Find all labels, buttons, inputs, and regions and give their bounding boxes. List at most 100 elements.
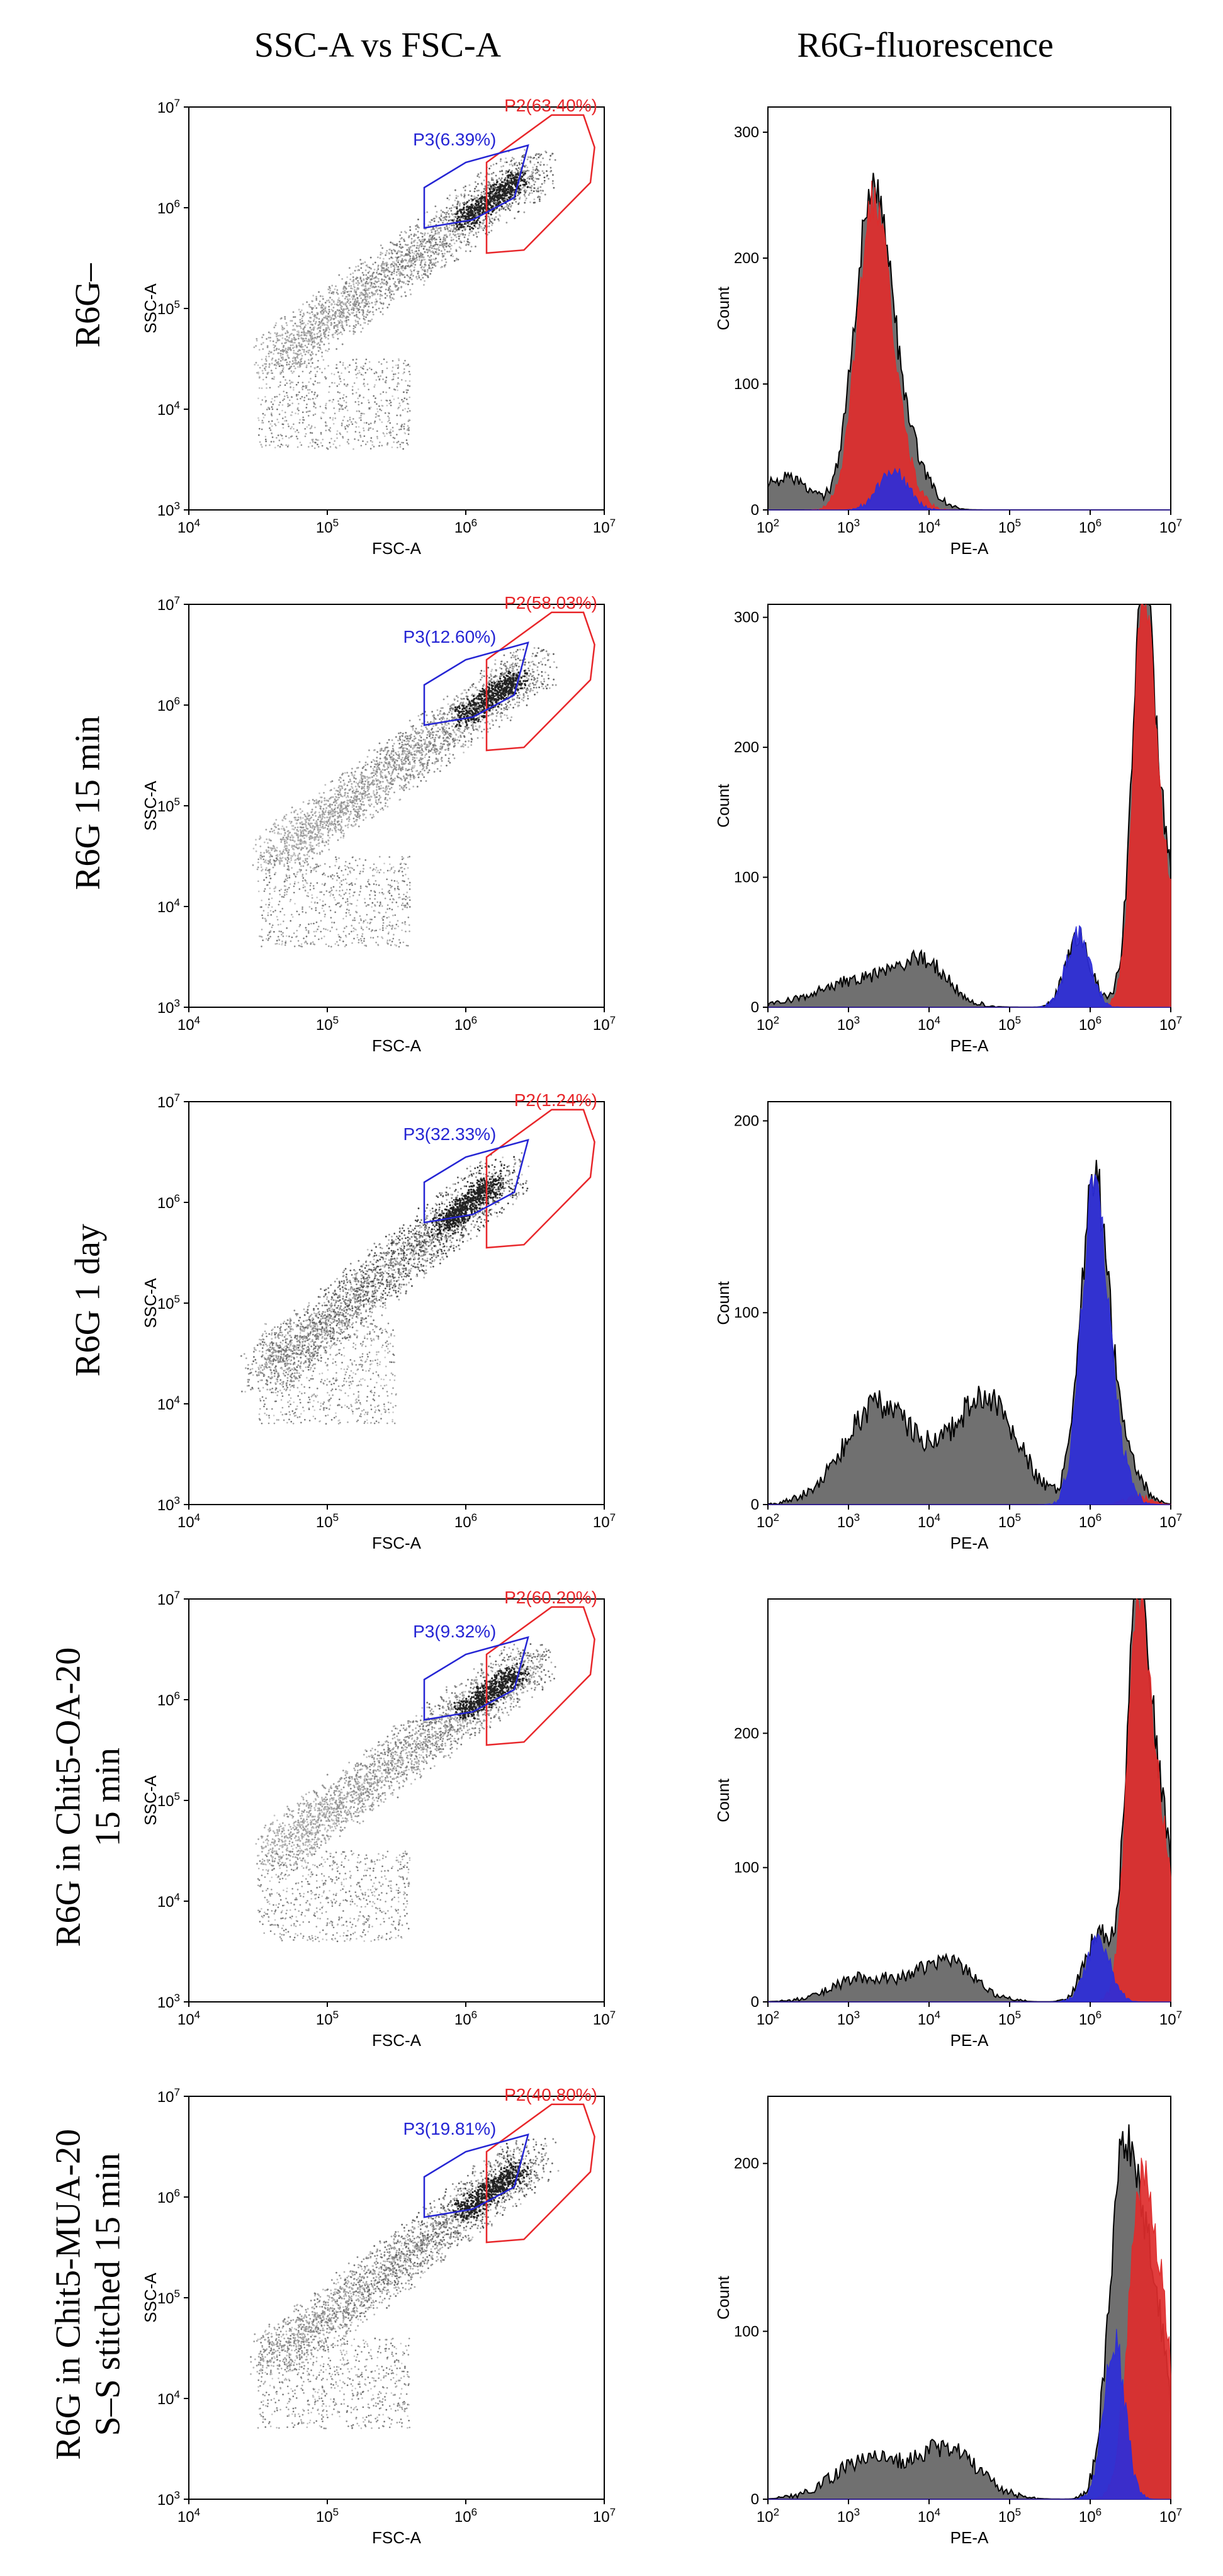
x-axis-label: FSC-A — [372, 1534, 422, 1552]
plot-frame — [767, 604, 1171, 1008]
histogram-series-p3 — [768, 1933, 1171, 2003]
x-tick-label: 105 — [316, 2506, 339, 2526]
scatter-panel: P2(60.20%)P3(9.32%)104 105 106 107103104105… — [141, 1588, 616, 2050]
y-tick-label: 103 — [157, 1494, 180, 1514]
x-tick-label: 106 — [1079, 517, 1102, 536]
x-tick-label: 106 — [1079, 2506, 1102, 2526]
row-label: R6G in Chit5-OA-20 15 min — [48, 1545, 127, 2049]
x-tick-label: 104 — [918, 2009, 940, 2028]
plot-frame — [188, 604, 605, 1008]
x-tick-label: 105 — [998, 517, 1021, 536]
x-tick-label: 103 — [837, 517, 860, 536]
histogram-panel: 102 103 104 105 106 107 0 100 200 PE-A Count — [714, 1598, 1182, 2050]
histogram-series-p3 — [768, 925, 1171, 1008]
plot-frame — [767, 106, 1171, 511]
y-tick-label: 104 — [157, 1394, 180, 1413]
x-tick-label: 104 — [178, 517, 200, 536]
histogram-series-p3 — [768, 468, 1171, 511]
x-tick-label: 105 — [998, 2009, 1021, 2028]
x-tick-label: 106 — [454, 517, 477, 536]
histogram-series-p3 — [768, 1173, 1171, 1505]
plot-frame — [188, 1101, 605, 1505]
x-tick-label: 104 — [178, 1511, 200, 1531]
y-axis-label: Count — [714, 2276, 733, 2320]
row-label-line: R6G 1 day — [68, 1223, 108, 1377]
column-title-scatter: SSC-A vs FSC-A — [254, 26, 502, 65]
x-axis-label: PE-A — [950, 2031, 989, 2050]
event-density — [240, 1152, 530, 1425]
x-tick-label: 106 — [454, 2506, 477, 2526]
x-tick-label: 103 — [837, 2506, 860, 2526]
y-tick-label: 0 — [751, 999, 759, 1016]
x-tick-label: 104 — [918, 2506, 940, 2526]
event-density — [250, 2137, 560, 2429]
x-tick-label: 107 — [1159, 2506, 1182, 2526]
y-tick-label: 105 — [157, 1790, 180, 1810]
x-axis-label: PE-A — [950, 1534, 989, 1552]
row-label-line: S–S stitched 15 min — [88, 2152, 127, 2436]
y-tick-label: 100 — [734, 1304, 759, 1321]
x-tick-label: 105 — [998, 1511, 1021, 1531]
gate-label-p3: P3(6.39%) — [413, 130, 496, 149]
y-tick-label: 105 — [157, 2288, 180, 2307]
row-label: R6G 15 min — [69, 551, 108, 1054]
x-tick-label: 106 — [1079, 1014, 1102, 1034]
x-tick-label: 103 — [837, 2009, 860, 2028]
gate-p2 — [485, 114, 595, 254]
gate-p3 — [423, 144, 529, 229]
y-axis-label: Count — [714, 1281, 733, 1325]
gate-p3 — [423, 2133, 529, 2218]
y-tick-label: 0 — [751, 1496, 759, 1513]
y-axis-label: SSC-A — [141, 283, 160, 334]
y-axis-label: Count — [714, 286, 733, 330]
y-tick-label: 104 — [157, 896, 180, 916]
gate-label-p3: P3(19.81%) — [403, 2119, 497, 2138]
y-tick-label: 107 — [157, 1589, 180, 1608]
y-tick-label: 107 — [157, 1092, 180, 1111]
x-tick-label: 106 — [454, 1511, 477, 1531]
scatter-panel: P2(63.40%)P3(6.39%)104 105 106 107103104105… — [141, 96, 616, 558]
row-label-line: R6G 15 min — [68, 715, 108, 890]
x-tick-label: 106 — [1079, 1511, 1102, 1531]
y-axis-label: Count — [714, 1778, 733, 1822]
x-tick-label: 102 — [757, 2009, 779, 2028]
event-density — [255, 1641, 556, 1943]
x-axis-label: PE-A — [950, 539, 989, 558]
y-tick-label: 200 — [734, 739, 759, 756]
row-label-line: R6G in Chit5-OA-20 — [48, 1647, 88, 1947]
x-axis-label: FSC-A — [372, 2031, 422, 2050]
x-tick-label: 105 — [316, 517, 339, 536]
x-tick-label: 107 — [593, 2009, 616, 2028]
gate-p3 — [423, 1636, 529, 1721]
x-tick-label: 105 — [998, 1014, 1021, 1034]
histogram-series-all — [767, 1160, 1171, 1506]
event-density — [252, 647, 558, 948]
y-tick-label: 200 — [734, 250, 759, 267]
y-tick-label: 103 — [157, 500, 180, 519]
x-tick-label: 104 — [918, 1511, 940, 1531]
x-tick-label: 107 — [593, 1511, 616, 1531]
y-tick-label: 103 — [157, 1992, 180, 2011]
y-tick-label: 105 — [157, 1293, 180, 1313]
y-axis-label: SSC-A — [141, 2273, 160, 2323]
x-tick-label: 107 — [593, 1014, 616, 1034]
y-tick-label: 107 — [157, 594, 180, 614]
x-tick-label: 103 — [837, 1511, 860, 1531]
x-tick-label: 104 — [178, 2506, 200, 2526]
y-tick-label: 300 — [734, 124, 759, 141]
y-tick-label: 100 — [734, 376, 759, 393]
row-label: R6G in Chit5-MUA-20 S–S stitched 15 min — [48, 2043, 127, 2546]
gate-p3 — [423, 641, 529, 726]
row-label-line: 15 min — [88, 1748, 127, 1847]
scatter-panel: P2(58.03%)P3(12.60%)104 105 106 10710310410… — [141, 593, 616, 1055]
x-tick-label: 102 — [757, 517, 779, 536]
gate-label-p2: P2(63.40%) — [504, 96, 597, 115]
y-tick-label: 103 — [157, 2489, 180, 2509]
x-axis-label: PE-A — [950, 2528, 989, 2547]
y-tick-label: 200 — [734, 2155, 759, 2172]
y-tick-label: 300 — [734, 609, 759, 626]
scatter-panel: P2(1.24%)P3(32.33%)104 105 106 107103104105… — [141, 1090, 616, 1552]
gate-p2 — [485, 1606, 595, 1746]
x-tick-label: 104 — [918, 1014, 940, 1034]
gate-p2 — [485, 611, 595, 752]
